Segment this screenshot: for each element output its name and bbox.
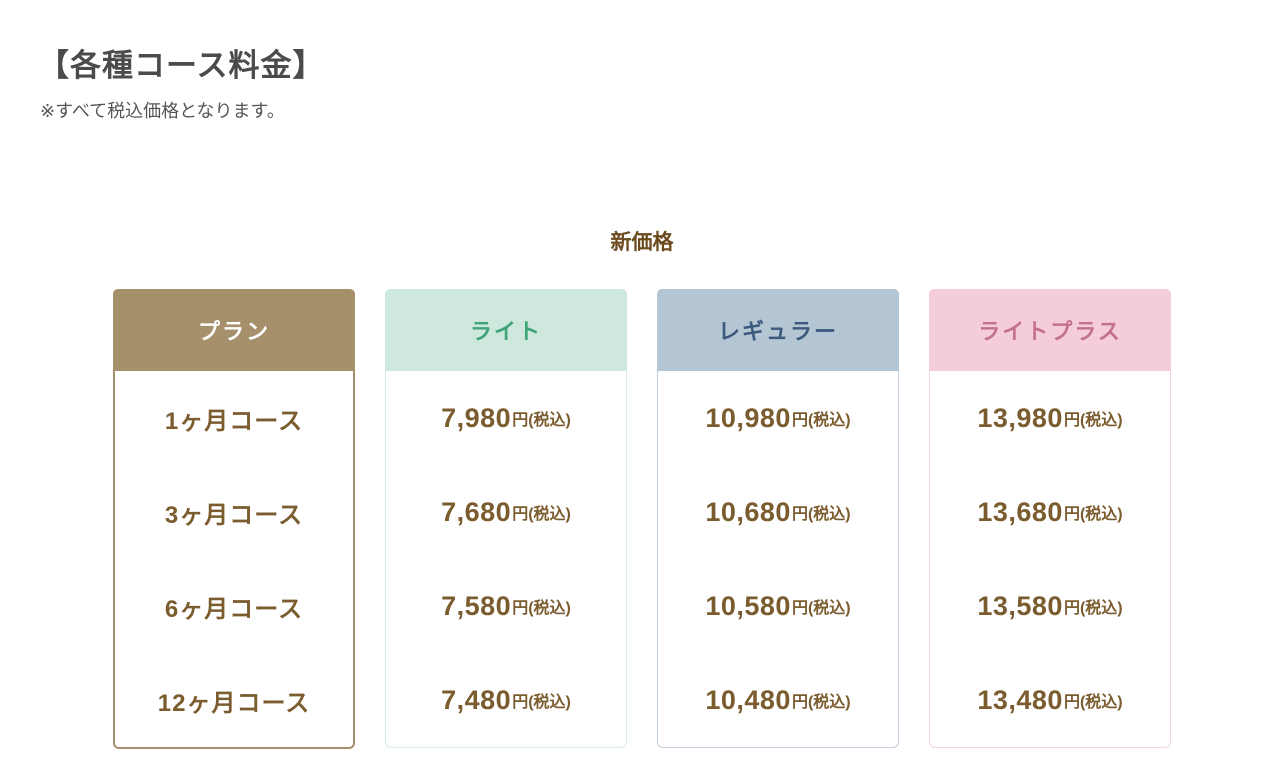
price-suffix: 円(税込) — [512, 506, 571, 523]
price-suffix: 円(税込) — [791, 506, 851, 523]
light-column-header: ライト — [385, 289, 627, 371]
lightplus-price-3month: 13,680 円(税込) — [930, 465, 1170, 559]
plan-column-body: 1ヶ月コース 3ヶ月コース 6ヶ月コース 12ヶ月コース — [113, 371, 355, 749]
plan-row-6month: 6ヶ月コース — [164, 595, 304, 623]
lightplus-price-1month: 13,980 円(税込) — [930, 371, 1170, 465]
regular-price-12month: 10,480 円(税込) — [658, 653, 898, 747]
price-suffix: 円(税込) — [791, 694, 851, 711]
price-suffix: 円(税込) — [512, 412, 571, 429]
price-amount: 13,680 — [977, 496, 1063, 527]
price-suffix: 円(税込) — [1063, 412, 1123, 429]
price-amount: 7,980 — [441, 402, 512, 433]
light-column-body: 7,980 円(税込) 7,680 円(税込) 7,580 円(税込) 7,480 円(… — [385, 371, 627, 748]
price-suffix: 円(税込) — [512, 600, 571, 617]
lightplus-column-body: 13,980 円(税込) 13,680 円(税込) 13,580 円(税込) 13,4… — [929, 371, 1171, 748]
regular-price-6month: 10,580 円(税込) — [658, 559, 898, 653]
price-amount: 10,680 — [705, 496, 791, 527]
price-suffix: 円(税込) — [1063, 506, 1123, 523]
pricing-table: 新価格 プラン 1ヶ月コース 3ヶ月コース 6ヶ月コース 12ヶ月コース ライト… — [113, 226, 1171, 749]
price-amount: 13,480 — [977, 684, 1063, 715]
regular-price-1month: 10,980 円(税込) — [658, 371, 898, 465]
price-amount: 10,580 — [705, 590, 791, 621]
regular-price-3month: 10,680 円(税込) — [658, 465, 898, 559]
price-amount: 10,480 — [705, 684, 791, 715]
plan-row-3month: 3ヶ月コース — [164, 501, 304, 529]
page-title: 【各種コース料金】 — [38, 48, 325, 83]
price-amount: 10,980 — [705, 402, 791, 433]
price-amount: 13,580 — [977, 590, 1063, 621]
price-suffix: 円(税込) — [791, 600, 851, 617]
new-price-caption: 新価格 — [610, 231, 674, 254]
price-amount: 7,680 — [441, 496, 512, 527]
price-amount: 13,980 — [977, 402, 1063, 433]
pricing-columns: プラン 1ヶ月コース 3ヶ月コース 6ヶ月コース 12ヶ月コース ライト 7,9… — [113, 289, 1171, 749]
light-price-3month: 7,680 円(税込) — [386, 465, 626, 559]
regular-column-body: 10,980 円(税込) 10,680 円(税込) 10,580 円(税込) 10,4… — [657, 371, 899, 748]
price-suffix: 円(税込) — [512, 694, 571, 711]
price-amount: 7,580 — [441, 590, 512, 621]
lightplus-column-header: ライトプラス — [929, 289, 1171, 371]
lightplus-price-6month: 13,580 円(税込) — [930, 559, 1170, 653]
plan-row-1month: 1ヶ月コース — [164, 407, 304, 435]
pricing-page: 【各種コース料金】 ※すべて税込価格となります。 新価格 プラン 1ヶ月コース … — [0, 40, 1264, 762]
price-suffix: 円(税込) — [1063, 694, 1123, 711]
plan-column-header: プラン — [113, 289, 355, 371]
plan-row-12month: 12ヶ月コース — [157, 689, 311, 717]
lightplus-column: ライトプラス 13,980 円(税込) 13,680 円(税込) 13,580 円(税… — [929, 289, 1171, 749]
price-amount: 7,480 — [441, 684, 512, 715]
lightplus-price-12month: 13,480 円(税込) — [930, 653, 1170, 747]
price-suffix: 円(税込) — [1063, 600, 1123, 617]
plan-column: プラン 1ヶ月コース 3ヶ月コース 6ヶ月コース 12ヶ月コース — [113, 289, 355, 749]
regular-column-header: レギュラー — [657, 289, 899, 371]
light-price-12month: 7,480 円(税込) — [386, 653, 626, 747]
light-price-1month: 7,980 円(税込) — [386, 371, 626, 465]
regular-column: レギュラー 10,980 円(税込) 10,680 円(税込) 10,580 円(税込… — [657, 289, 899, 749]
light-price-6month: 7,580 円(税込) — [386, 559, 626, 653]
price-suffix: 円(税込) — [791, 412, 851, 429]
tax-included-note: ※すべて税込価格となります。 — [40, 101, 285, 121]
light-column: ライト 7,980 円(税込) 7,680 円(税込) 7,580 円(税込) 7,4… — [385, 289, 627, 749]
